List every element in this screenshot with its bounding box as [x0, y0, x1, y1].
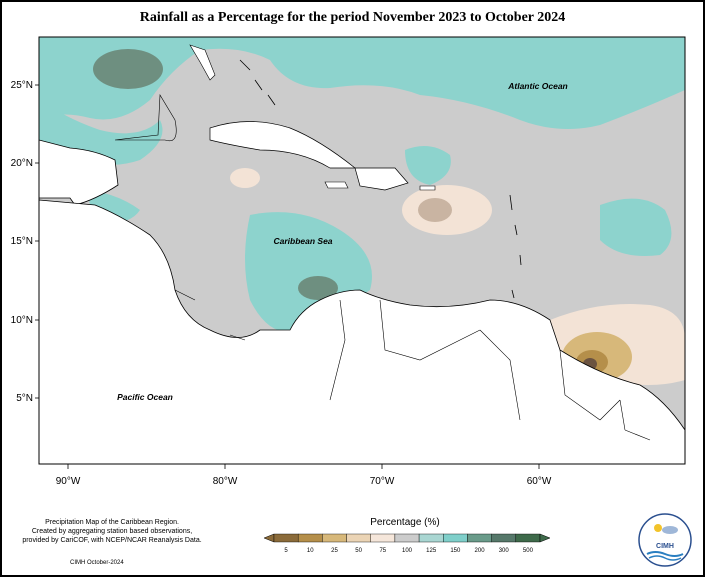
legend-tick-label: 50 — [355, 548, 362, 554]
lat-label: 25°N — [11, 80, 33, 91]
legend-swatch — [297, 533, 323, 543]
sun-icon — [654, 524, 662, 532]
legend-swatch — [491, 533, 517, 543]
logo-text: CIMH — [656, 543, 674, 550]
lon-label: 60°W — [527, 476, 552, 487]
lon-label: 70°W — [370, 476, 395, 487]
latitude-axis: 25°N 20°N 15°N 10°N 5°N — [11, 80, 39, 404]
legend-title: Percentage (%) — [370, 517, 440, 528]
legend-swatch — [322, 533, 347, 543]
land-florida-peninsula — [189, 44, 216, 81]
land-hispaniola — [354, 167, 409, 191]
land-lesser-antilles — [509, 194, 522, 299]
anomaly-area-hispaniola-north — [405, 146, 451, 185]
footer-note: Precipitation Map of the Caribbean Regio… — [12, 518, 212, 545]
deficit-area-cuba-south — [230, 168, 260, 188]
land-bahamas — [239, 59, 276, 106]
footer-line: provided by CariCOF, with NCEP/NCAR Rean… — [22, 537, 202, 544]
legend-swatch — [370, 533, 396, 543]
lat-label: 10°N — [11, 315, 33, 326]
cimh-logo: CIMH — [638, 513, 692, 567]
lat-label: 20°N — [11, 158, 33, 169]
lon-label: 90°W — [56, 476, 81, 487]
atlantic-ocean-label: Atlantic Ocean — [507, 81, 568, 91]
legend-swatch — [273, 533, 299, 543]
legend-tick-label: 500 — [523, 548, 534, 554]
legend-swatch — [443, 533, 468, 543]
legend-swatch — [394, 533, 420, 543]
legend-swatch — [346, 533, 371, 543]
legend-swatch — [467, 533, 492, 543]
legend-tick-label: 25 — [331, 548, 338, 554]
legend-tick-label: 150 — [450, 548, 461, 554]
lon-label: 80°W — [213, 476, 238, 487]
waves-icon — [648, 555, 682, 561]
land-jamaica — [324, 181, 349, 189]
map-border — [38, 36, 686, 465]
legend-tick-label: 200 — [475, 548, 486, 554]
color-legend: 5 10 25 50 75 100 125 150 200 300 500 — [263, 533, 551, 554]
land-puerto-rico — [419, 185, 436, 191]
pacific-ocean-label: Pacific Ocean — [117, 392, 173, 402]
legend-tick-label: 100 — [402, 548, 413, 554]
land-central-south-america — [39, 199, 685, 464]
anomaly-core-colombia — [298, 276, 338, 300]
anomaly-area-atlantic-east — [600, 198, 672, 256]
longitude-axis: 90°W 80°W 70°W 60°W — [56, 464, 552, 487]
legend-swatch — [515, 533, 541, 543]
legend-tick-label: 5 — [284, 548, 288, 554]
footer-date: CIMH October-2024 — [70, 560, 124, 566]
waves-icon — [646, 551, 684, 557]
map-title: Rainfall as a Percentage for the period … — [139, 10, 566, 25]
legend-tick-label: 75 — [379, 548, 386, 554]
legend-tick-label: 10 — [307, 548, 314, 554]
cloud-icon — [662, 526, 678, 534]
legend-tick-label: 125 — [426, 548, 437, 554]
caribbean-sea-label: Caribbean Sea — [273, 236, 332, 246]
land-florida — [114, 93, 177, 142]
anomaly-core-gulf — [93, 49, 163, 89]
footer-line: Created by aggregating station based obs… — [31, 528, 193, 535]
anomaly-area-north — [39, 37, 685, 129]
legend-arrow-low — [263, 533, 275, 543]
country-borders — [174, 289, 651, 441]
lat-label: 15°N — [11, 236, 33, 247]
lat-label: 5°N — [16, 393, 33, 404]
legend-tick-label: 300 — [499, 548, 510, 554]
footer-line: Precipitation Map of the Caribbean Regio… — [45, 519, 179, 526]
legend-arrow-high — [539, 533, 551, 543]
legend-swatch — [418, 533, 444, 543]
deficit-core-lesser-antilles — [418, 198, 452, 222]
